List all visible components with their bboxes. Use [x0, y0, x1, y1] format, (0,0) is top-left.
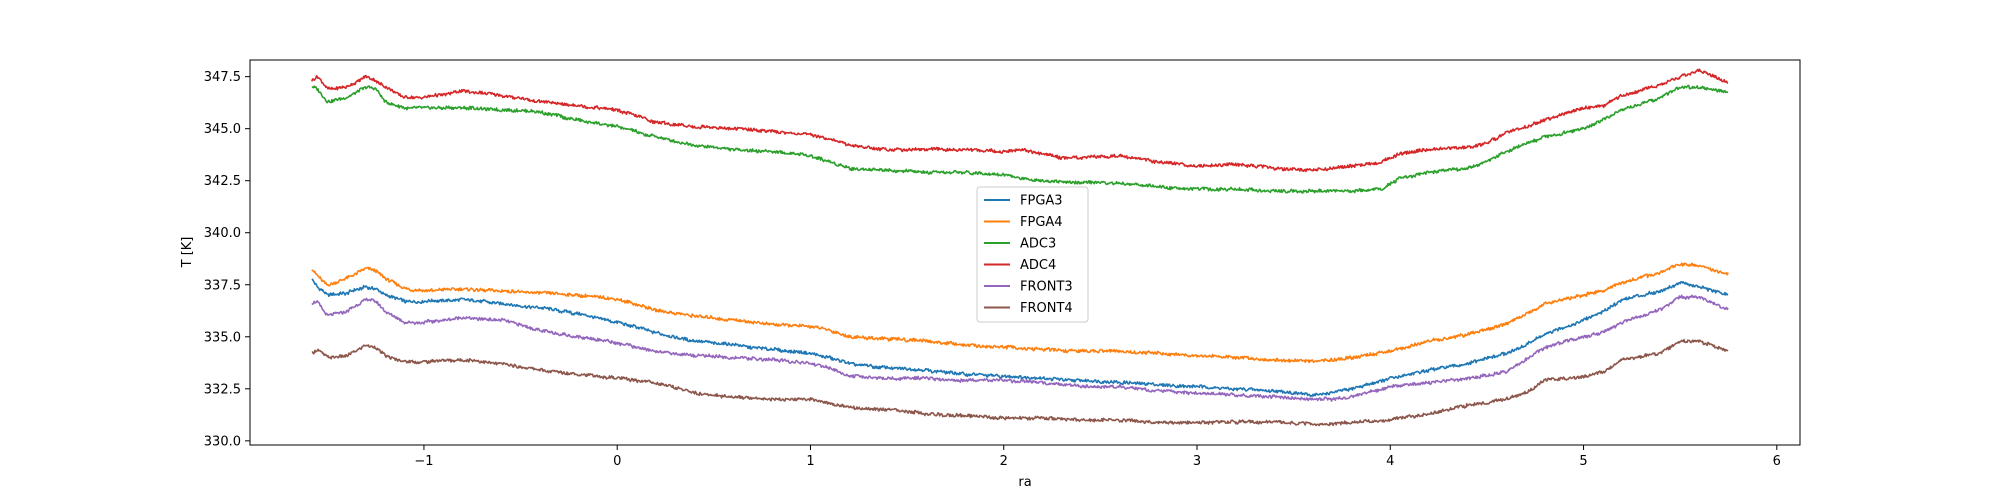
y-tick-label: 342.5: [204, 174, 241, 189]
x-tick-label: 2: [1000, 454, 1008, 469]
y-tick-label: 337.5: [204, 278, 241, 293]
y-tick-label: 345.0: [204, 122, 241, 137]
x-tick-label: 3: [1193, 454, 1201, 469]
x-tick-label: 1: [806, 454, 814, 469]
legend-label-fpga4: FPGA4: [1020, 215, 1063, 230]
x-tick-label: 4: [1386, 454, 1394, 469]
legend-label-adc4: ADC4: [1020, 258, 1056, 273]
axes-frame: [249, 59, 1801, 446]
legend: FPGA3 FPGA4 ADC3 ADC4 FRONT3 FRONT4: [976, 186, 1089, 323]
x-axis-label: ra: [1018, 475, 1031, 490]
series-line-front3: [311, 294, 1729, 402]
x-tick-label: 6: [1773, 454, 1781, 469]
legend-label-front3: FRONT3: [1020, 280, 1073, 295]
x-tick-label: 5: [1579, 454, 1587, 469]
legend-label-adc3: ADC3: [1020, 237, 1056, 252]
x-tick-label: −1: [414, 454, 433, 469]
series-line-fpga3: [311, 278, 1729, 398]
y-axis-label: T [K]: [180, 237, 195, 269]
y-tick-label: 340.0: [204, 226, 241, 241]
y-tick-label: 330.0: [204, 434, 241, 449]
x-tick-label: 0: [613, 454, 621, 469]
series-line-fpga4: [311, 262, 1729, 364]
plot-area: [311, 68, 1729, 427]
y-tick-label: 332.5: [204, 382, 241, 397]
y-axis: 330.0 332.5 335.0 337.5 340.0 342.5 345.0 347.5: [204, 70, 250, 449]
y-tick-label: 335.0: [204, 330, 241, 345]
series-line-front4: [311, 338, 1729, 427]
x-axis: −1 0 1 2 3 4 5 6: [414, 445, 1781, 469]
legend-label-fpga3: FPGA3: [1020, 194, 1063, 209]
series-line-adc4: [311, 68, 1729, 173]
series-line-adc3: [311, 84, 1729, 194]
legend-label-front4: FRONT4: [1020, 301, 1073, 316]
y-tick-label: 347.5: [204, 70, 241, 85]
